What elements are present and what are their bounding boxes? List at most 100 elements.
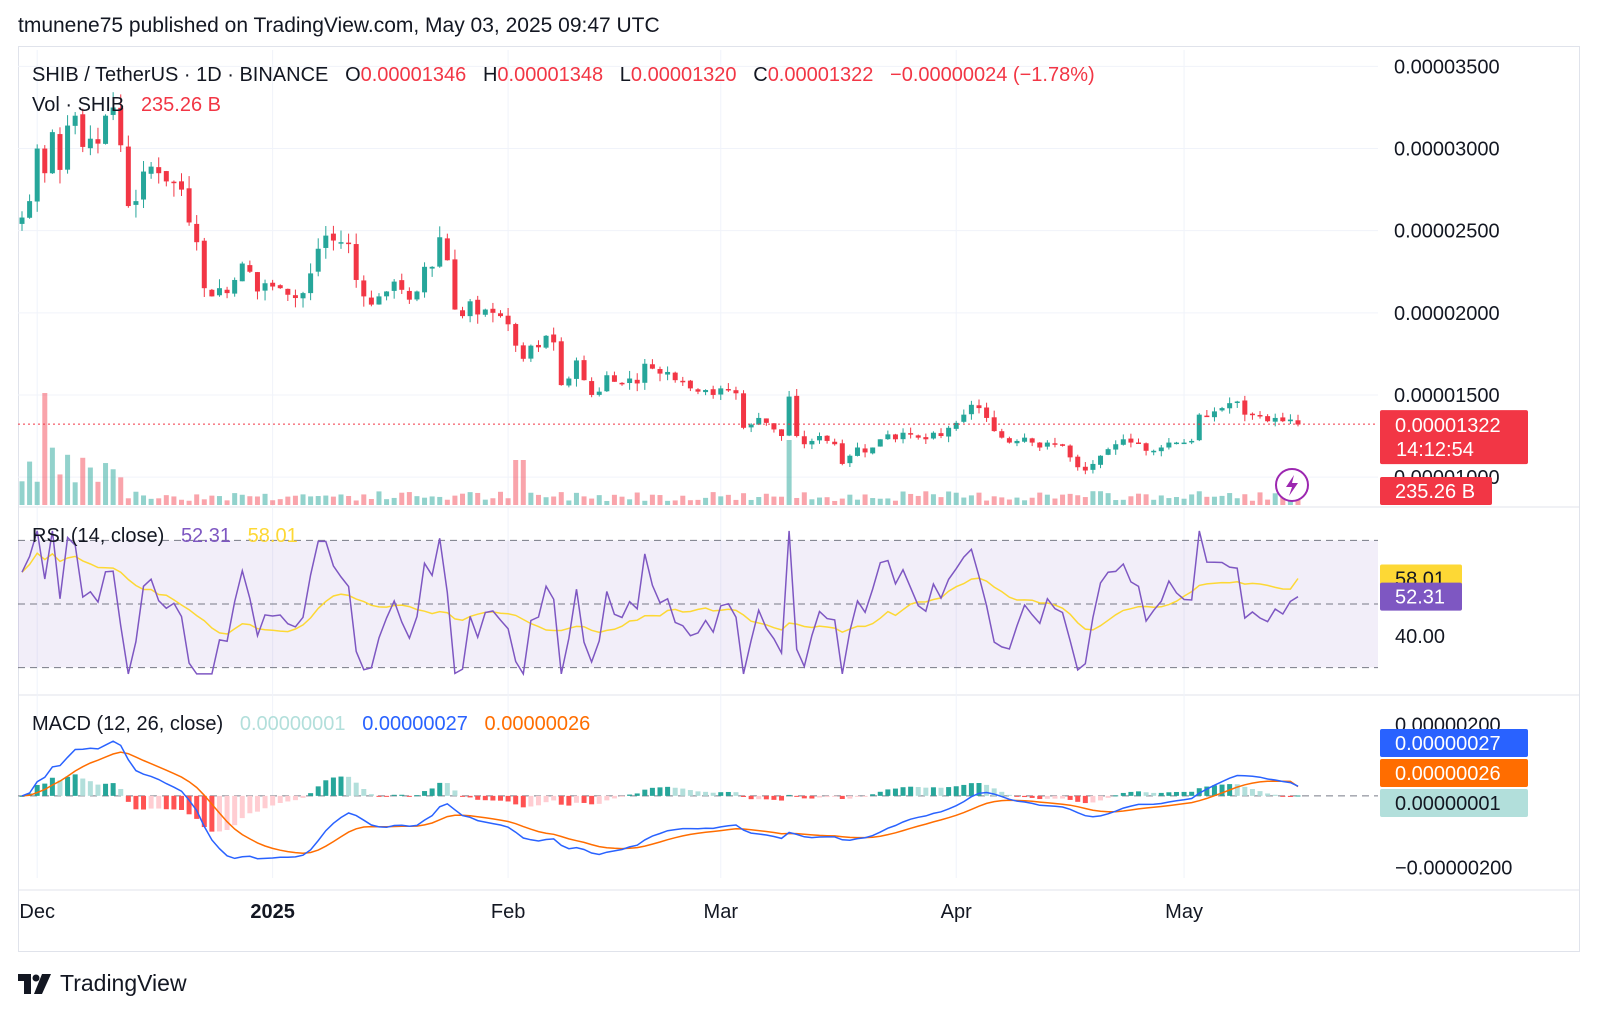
macd-histogram-bar (946, 787, 952, 796)
macd-histogram-bar (801, 795, 807, 799)
candle-body (110, 107, 116, 115)
symbol-label[interactable]: SHIB / TetherUS · 1D · BINANCE (32, 64, 329, 86)
macd-histogram-bar (285, 795, 291, 802)
candle-body (194, 223, 200, 243)
volume-bar (148, 498, 154, 505)
macd-histogram-bar (551, 795, 557, 801)
volume-bar (125, 498, 131, 505)
volume-label[interactable]: Vol · SHIB (32, 94, 125, 116)
rsi-label[interactable]: RSI (14, close) (32, 525, 165, 547)
volume-bar (490, 498, 496, 505)
candle-body (498, 313, 503, 317)
candle-body (171, 181, 177, 184)
volume-bar (1211, 496, 1217, 505)
volume-bar (254, 496, 260, 505)
macd-histogram-bar (460, 795, 466, 797)
candle-body (1128, 438, 1134, 443)
volume-bar (566, 500, 572, 505)
candle-body (1060, 444, 1066, 446)
macd-histogram-bar (1128, 791, 1134, 796)
volume-bar (733, 499, 739, 505)
candle-body (429, 266, 435, 269)
macd-histogram-bar (1044, 795, 1050, 799)
macd-histogram-bar (391, 794, 397, 796)
candle-body (1219, 408, 1225, 411)
candle-body (953, 422, 959, 429)
macd-histogram-bar (573, 795, 579, 803)
macd-histogram-bar (786, 794, 792, 796)
candle-body (877, 439, 883, 447)
macd-legend: MACD (12, 26, close) 0.00000001 0.000000… (32, 713, 590, 736)
volume-bar (528, 492, 534, 505)
volume-bar (475, 492, 481, 505)
volume-bar (27, 461, 33, 505)
volume-bar (672, 500, 678, 505)
rsi-ma-value: 58.01 (247, 525, 298, 547)
volume-bar (870, 498, 876, 505)
volume-bar (1060, 494, 1066, 505)
candle-body (406, 290, 412, 300)
volume-bar (665, 500, 671, 505)
macd-histogram-bar (452, 790, 458, 796)
macd-histogram-bar (1067, 795, 1073, 800)
candle-body (1234, 401, 1240, 404)
candle-body (1287, 419, 1293, 422)
volume-bar (877, 498, 883, 505)
volume-bar (535, 494, 541, 505)
candle-body (87, 138, 93, 149)
candle-body (103, 115, 109, 144)
volume-bar (1113, 500, 1119, 505)
macd-histogram-bar (779, 795, 785, 801)
macd-histogram-bar (505, 795, 511, 802)
volume-bar (520, 460, 526, 505)
volume-bar (513, 460, 519, 505)
candle-body (308, 273, 314, 294)
candle-body (1295, 420, 1301, 425)
volume-bar (999, 497, 1005, 505)
tradingview-branding[interactable]: TradingView (18, 970, 187, 997)
volume-bar (938, 497, 944, 505)
volume-bar (794, 497, 800, 505)
candle-body (163, 171, 169, 182)
macd-histogram-bar (277, 795, 283, 803)
last-price-tag (1380, 410, 1528, 465)
volume-bar (710, 492, 716, 505)
candle-body (27, 201, 33, 218)
volume-bar (1257, 492, 1263, 505)
volume-bar (452, 495, 458, 505)
macd-histogram-bar (908, 786, 914, 796)
macd-label[interactable]: MACD (12, 26, close) (32, 713, 224, 735)
macd-histogram-bar (703, 791, 709, 796)
macd-histogram-bar (376, 795, 382, 797)
chart-frame (18, 46, 1580, 952)
volume-bar (49, 447, 55, 505)
volume-bar (543, 497, 549, 505)
macd-hist-value: 0.00000001 (239, 713, 346, 735)
volume-bar (201, 499, 207, 505)
candle-body (270, 282, 276, 287)
macd-histogram-bar (110, 783, 116, 796)
macd-histogram-bar (627, 794, 633, 796)
candle-body (1037, 442, 1043, 448)
candle-body (1211, 411, 1217, 418)
macd-histogram-bar (817, 795, 822, 798)
candle-body (551, 334, 557, 343)
volume-bar (19, 481, 25, 505)
candle-body (376, 296, 382, 305)
macd-histogram-bar (1272, 794, 1278, 796)
chart-canvas[interactable]: 0.00003500 0.00003000 0.00002500 0.00002000… (0, 0, 1600, 960)
macd-histogram-bar (315, 786, 321, 796)
volume-bar (1082, 497, 1088, 505)
candle-body (695, 389, 701, 392)
macd-line (21, 740, 1299, 860)
macd-histogram-bar (1189, 791, 1195, 796)
volume-bar (399, 492, 405, 505)
macd-histogram-bar (794, 795, 800, 797)
macd-histogram-bar (870, 794, 876, 796)
macd-histogram-bar (1029, 795, 1035, 798)
volume-bar (854, 499, 860, 505)
candle-body (201, 240, 207, 289)
macd-signal-value: 0.00000026 (484, 713, 591, 735)
candle-body (1151, 450, 1157, 453)
candle-body (148, 166, 154, 174)
